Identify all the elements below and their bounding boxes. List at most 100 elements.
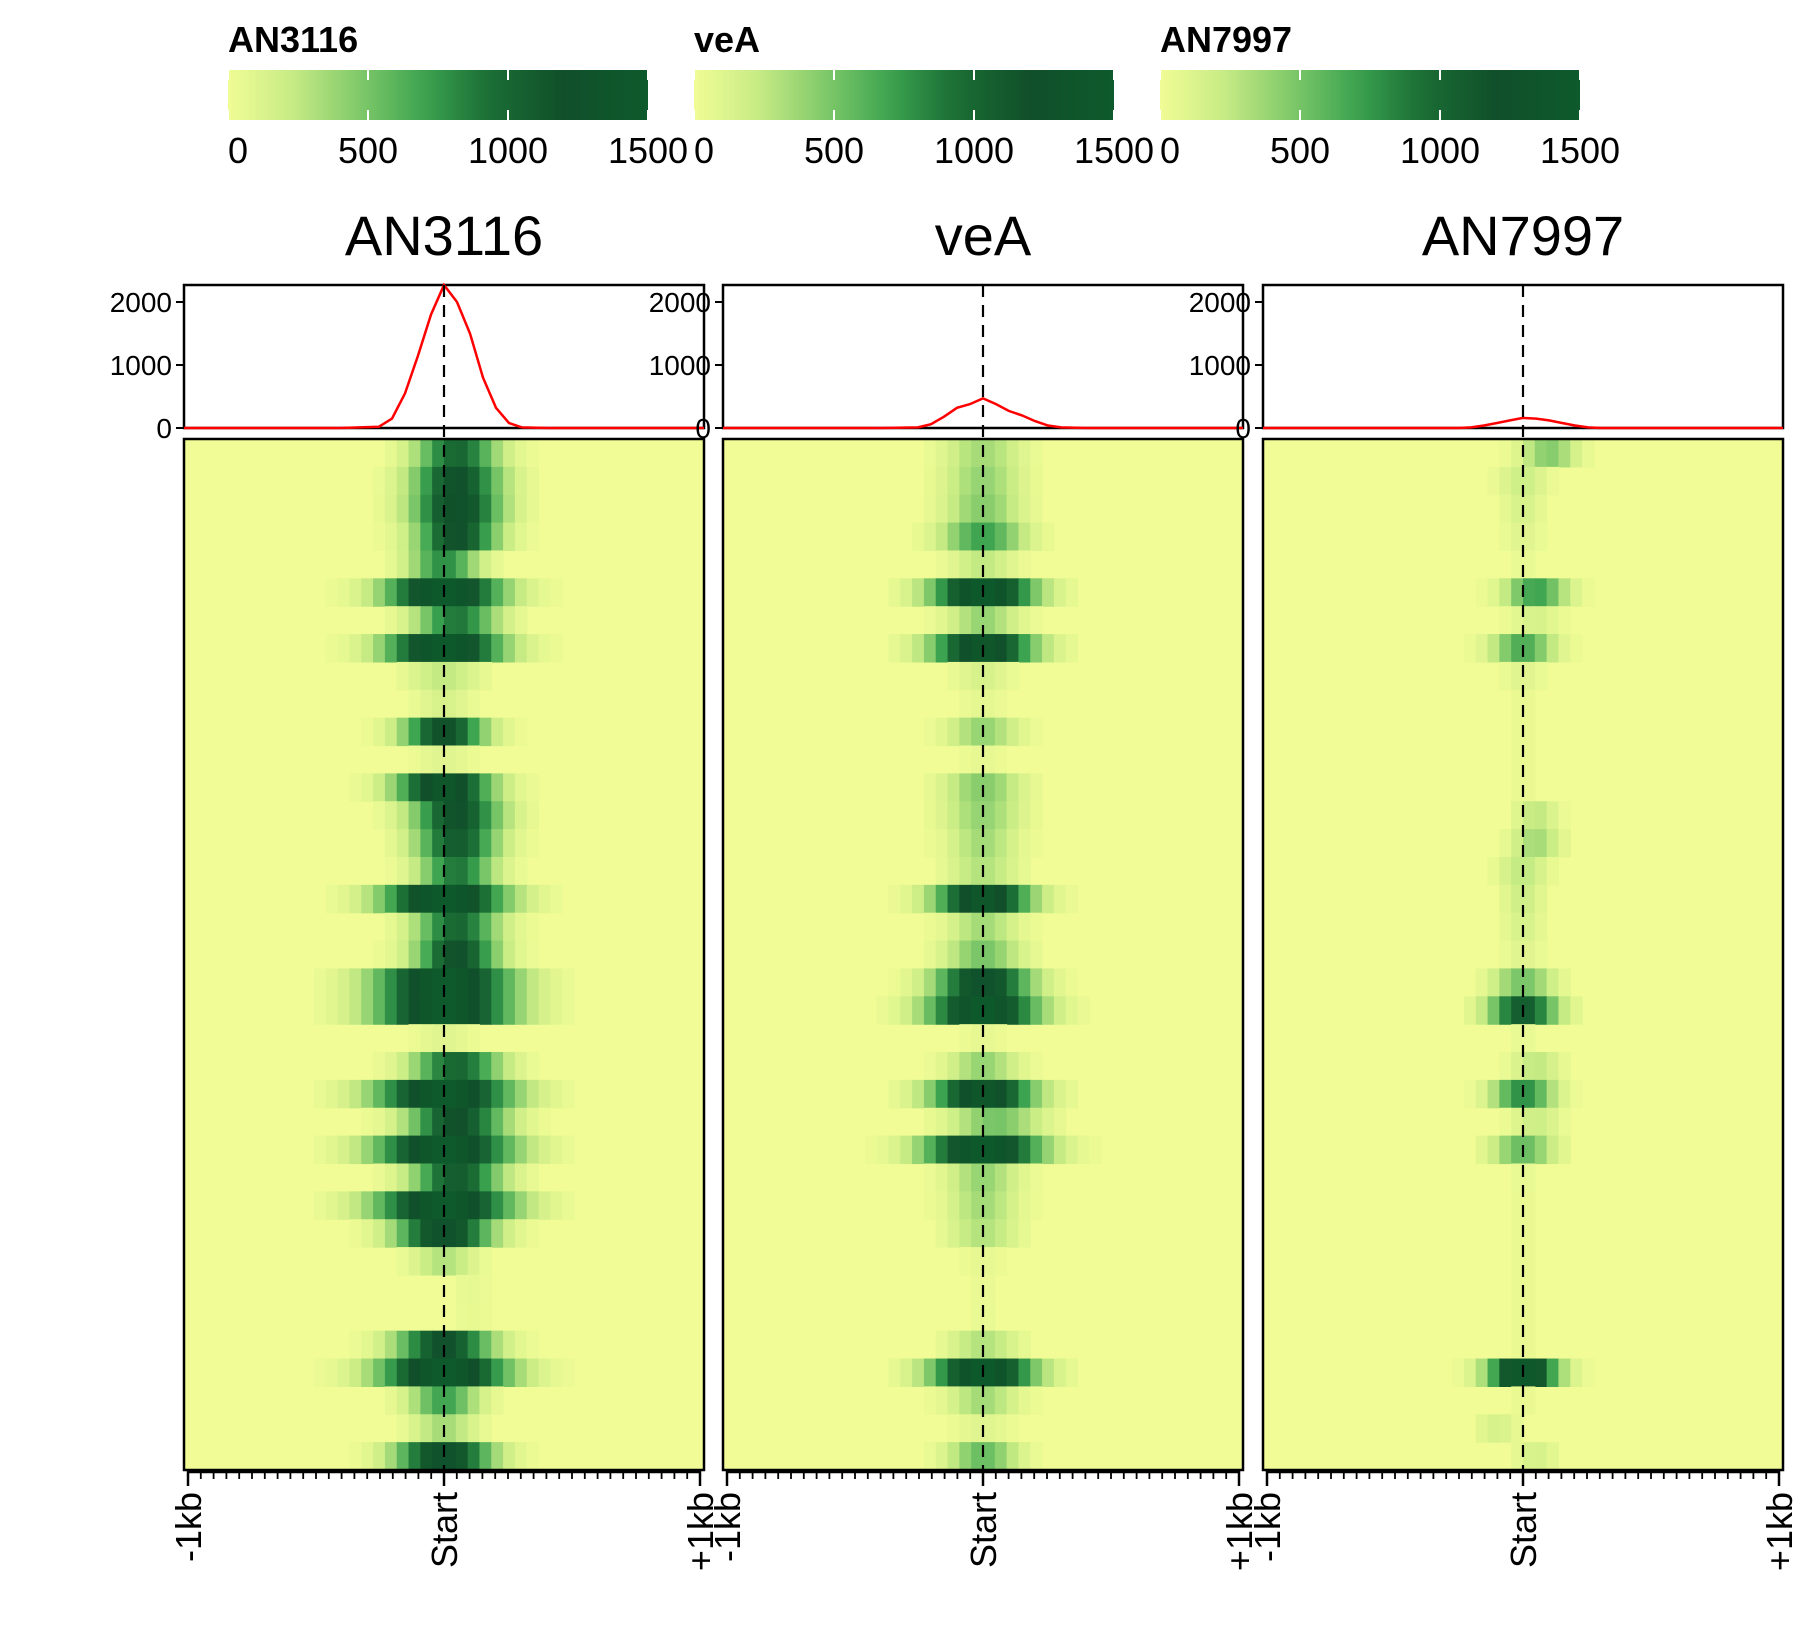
heatmap-cell (971, 1024, 984, 1053)
heatmap-cell (983, 1414, 996, 1443)
heatmap-cell (491, 968, 504, 997)
heatmap-cell (373, 1330, 386, 1360)
heatmap-cell (1511, 1052, 1524, 1081)
heatmap-cell (420, 1079, 433, 1109)
heatmap-cell (396, 1135, 410, 1165)
heatmap-cell (935, 968, 949, 997)
heatmap-cell (1523, 1163, 1536, 1192)
heatmap-cell (538, 1135, 551, 1165)
heatmap-cell (1511, 1079, 1524, 1109)
heatmap-cell (526, 1163, 540, 1192)
heatmap-cell (455, 1358, 469, 1387)
heatmap-cell (1523, 1024, 1536, 1053)
heatmap-cell (1558, 1107, 1571, 1137)
heatmap-cell (396, 466, 410, 496)
heatmap-cell (455, 661, 469, 691)
heatmap-cell (420, 439, 433, 468)
heatmap-cell (1546, 578, 1560, 607)
heatmap-cell (971, 1079, 984, 1109)
heatmap-cell (1042, 634, 1055, 663)
heatmap-cell (1030, 801, 1043, 830)
heatmap-cell (1523, 606, 1536, 635)
colorscale-title: veA (694, 19, 760, 60)
heatmap-cell (1053, 1135, 1067, 1165)
heatmap-cell (455, 717, 469, 747)
heatmap-cell (994, 773, 1008, 802)
heatmap-cell (444, 550, 457, 579)
heatmap-cell (947, 1163, 960, 1192)
heatmap-cell (1534, 856, 1548, 886)
heatmap-cell (503, 1191, 516, 1220)
heatmap-cell (1006, 940, 1020, 970)
heatmap-cell (1558, 606, 1571, 635)
x-tick-label: -1kb (707, 1492, 748, 1562)
heatmap-cell (959, 661, 972, 691)
heatmap-cell (420, 940, 433, 970)
heatmap-cell (1534, 1442, 1548, 1471)
heatmap-cell (432, 466, 445, 496)
heatmap-cell (1558, 1358, 1571, 1387)
heatmap-cell (467, 1191, 481, 1220)
heatmap-cell (349, 773, 362, 802)
heatmap-cell (983, 1163, 996, 1192)
heatmap-cell (1511, 968, 1524, 997)
heatmap-cell (1006, 1191, 1020, 1220)
heatmap-cell (935, 940, 949, 970)
heatmap-cell (467, 634, 481, 663)
heatmap-cell (373, 494, 386, 524)
heatmap-cell (1570, 1358, 1583, 1387)
heatmap-cell (514, 996, 528, 1025)
heatmap-cell (1558, 1135, 1571, 1165)
heatmap-cell (432, 1330, 445, 1360)
heatmap-cell (1534, 801, 1548, 830)
colorscale-tick-label: 500 (338, 130, 398, 171)
heatmap-cell (455, 968, 469, 997)
heatmap-cell (923, 884, 937, 914)
heatmap-cell (923, 578, 937, 607)
heatmap-cell (514, 773, 528, 802)
heatmap-cell (1042, 1135, 1055, 1165)
heatmap-cell (349, 1330, 362, 1360)
heatmap-cell (349, 578, 362, 607)
heatmap-cell (994, 884, 1008, 914)
heatmap-cell (1534, 634, 1548, 663)
heatmap-cell (455, 689, 469, 719)
heatmap-cell (396, 661, 410, 691)
heatmap-cell (1499, 968, 1512, 997)
heatmap-cell (1546, 606, 1560, 635)
heatmap-cell (432, 801, 445, 830)
heatmap-cell (396, 578, 410, 607)
heatmap-cell (1582, 439, 1595, 468)
heatmap-cell (1006, 439, 1020, 468)
heatmap-cell (314, 1135, 327, 1165)
heatmap-cell (1065, 996, 1079, 1025)
heatmap-cell (983, 522, 996, 552)
heatmap-cell (994, 1386, 1008, 1415)
heatmap-cell (900, 634, 913, 663)
heatmap-cell (1042, 1107, 1055, 1137)
heatmap-cell (1511, 661, 1524, 691)
heatmap-cell (947, 1358, 960, 1387)
heatmap-cell (1006, 661, 1020, 691)
heatmap-cell (994, 996, 1008, 1025)
heatmap-cell (947, 912, 960, 942)
heatmap-cell (432, 1107, 445, 1137)
heatmap-cell (455, 439, 469, 468)
heatmap-cell (1006, 550, 1020, 579)
heatmap-cell (503, 717, 516, 747)
colorscale-tick-label: 1500 (1074, 130, 1154, 171)
heatmap-cell (923, 1191, 937, 1220)
heatmap-cell (912, 968, 925, 997)
heatmap-cell (1534, 466, 1548, 496)
heatmap-cell (491, 439, 504, 468)
heatmap-cell (373, 884, 386, 914)
panel-3: AN7997 0 1000 2000 -1kb Start +1kb (1189, 204, 1800, 1571)
heatmap-cell (384, 1079, 398, 1109)
heatmap-cell (1487, 1079, 1500, 1109)
heatmap-cell (1511, 745, 1524, 774)
heatmap-cell (1006, 717, 1020, 747)
heatmap-cell (408, 717, 421, 747)
heatmap-cell (1523, 522, 1536, 552)
heatmap-cell (971, 606, 984, 635)
heatmap-cell (432, 1247, 445, 1276)
